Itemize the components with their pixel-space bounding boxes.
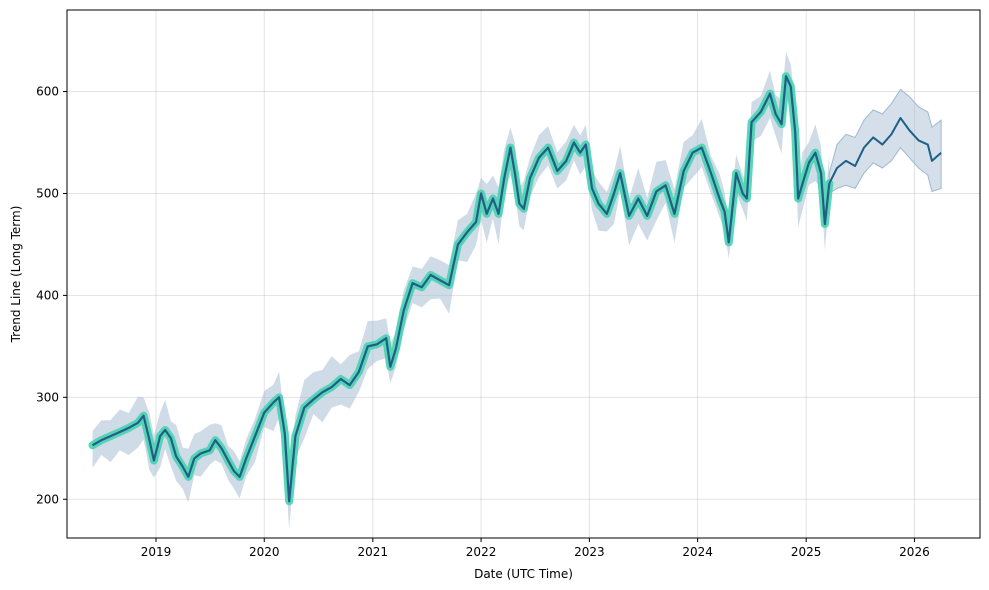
historical-trend-line xyxy=(91,75,831,503)
x-tick-label: 2019 xyxy=(141,545,172,559)
historical-uncertainty-band xyxy=(92,51,830,529)
y-tick-label: 400 xyxy=(36,288,59,302)
x-tick-label: 2022 xyxy=(466,545,497,559)
y-tick-label: 500 xyxy=(36,186,59,200)
x-axis-label: Date (UTC Time) xyxy=(474,567,573,581)
x-tick-label: 2024 xyxy=(682,545,713,559)
y-axis-label: Trend Line (Long Term) xyxy=(9,206,23,344)
grid-lines xyxy=(67,10,980,538)
x-axis: 2019 2020 2021 2022 2023 2024 2025 2026 xyxy=(141,538,930,559)
x-tick-label: 2023 xyxy=(574,545,605,559)
y-tick-label: 600 xyxy=(36,85,59,99)
x-tick-label: 2021 xyxy=(358,545,389,559)
x-tick-label: 2025 xyxy=(791,545,822,559)
plot-frame xyxy=(66,9,981,539)
trend-lines xyxy=(88,72,942,506)
y-tick-label: 200 xyxy=(36,492,59,506)
x-tick-label: 2026 xyxy=(899,545,930,559)
uncertainty-bands xyxy=(92,51,942,529)
forecast-trend-line xyxy=(828,117,942,184)
x-tick-label: 2020 xyxy=(249,545,280,559)
y-tick-label: 300 xyxy=(36,390,59,404)
y-axis: 200 300 400 500 600 xyxy=(36,85,67,506)
